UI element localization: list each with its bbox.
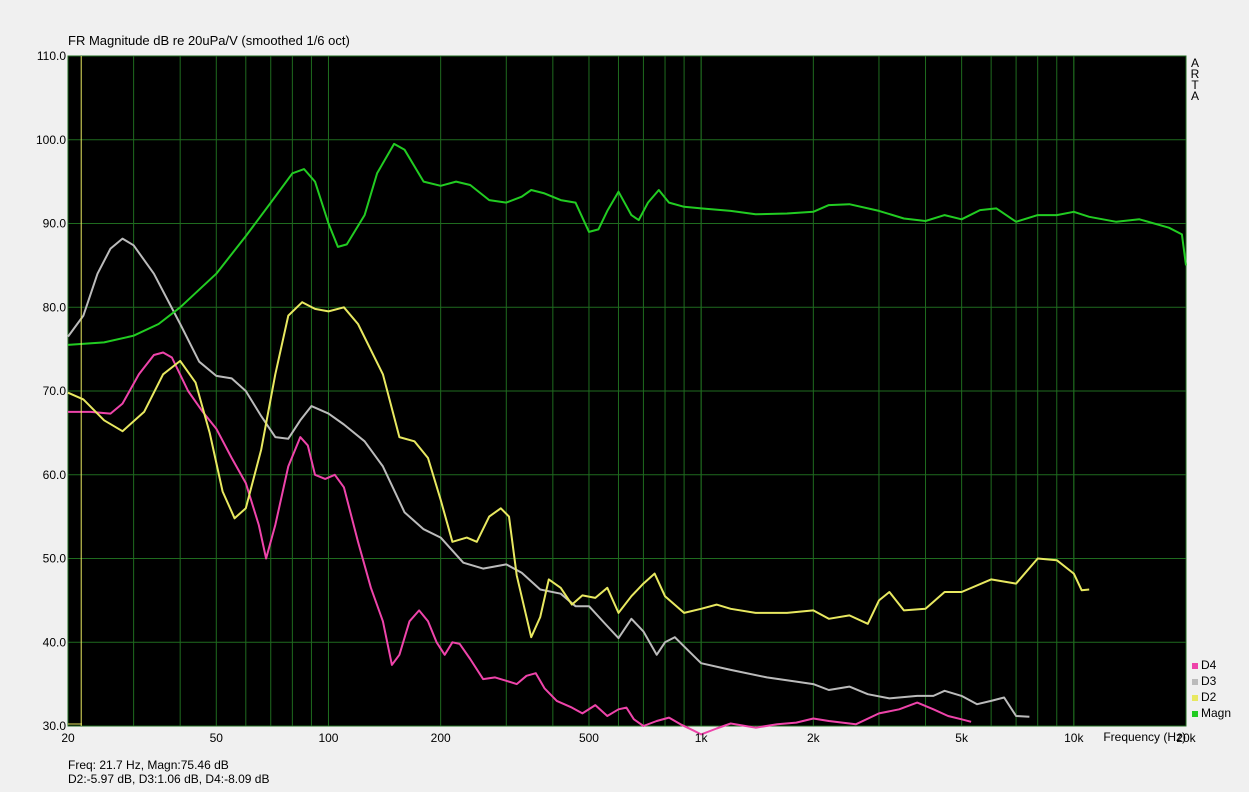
series-line-d4 — [68, 351, 972, 736]
y-tick-label: 90.0 — [43, 217, 67, 231]
y-tick-label: 100.0 — [36, 133, 66, 147]
y-tick-label: 60.0 — [43, 468, 67, 482]
cursor-layer — [68, 56, 82, 726]
chart-title: FR Magnitude dB re 20uPa/V (smoothed 1/6… — [68, 33, 350, 48]
cursor-readout-frequency: Freq: 21.7 Hz, Magn:75.46 dB — [68, 758, 229, 772]
y-tick-label: 30.0 — [43, 719, 67, 733]
plot-border — [67, 55, 1187, 727]
y-tick-label: 70.0 — [43, 384, 67, 398]
y-tick-label: 110.0 — [37, 49, 66, 63]
x-tick-label: 10k — [1064, 731, 1084, 745]
x-tick-label: 20 — [61, 731, 75, 745]
legend-label-d2: D2 — [1201, 690, 1217, 704]
x-axis-tick-labels: 20 50 100 200 500 1k 2k 5k 10k 20k — [61, 731, 1196, 745]
x-tick-label: 2k — [807, 731, 821, 745]
y-axis-tick-labels: 30.0 40.0 50.0 60.0 70.0 80.0 90.0 100.0 110.0 — [36, 49, 66, 733]
x-tick-label: 1k — [695, 731, 709, 745]
series-line-magn — [67, 142, 1187, 346]
cursor-readout-distortion: D2:-5.97 dB, D3:1.06 dB, D4:-8.09 dB — [68, 772, 270, 786]
x-tick-label: 500 — [579, 731, 599, 745]
y-tick-label: 40.0 — [43, 635, 67, 649]
x-tick-label: 200 — [431, 731, 451, 745]
legend-label-magn: Magn — [1201, 706, 1231, 720]
grid — [67, 55, 1187, 727]
series-layer — [67, 142, 1187, 736]
legend-label-d3: D3 — [1201, 674, 1217, 688]
x-axis-label: Frequency (Hz) — [1103, 730, 1186, 744]
y-tick-label: 80.0 — [43, 300, 67, 314]
legend-label-d4: D4 — [1201, 658, 1217, 672]
x-tick-label: 50 — [210, 731, 224, 745]
x-tick-label: 5k — [955, 731, 969, 745]
legend: D4 D3 D2 Magn — [1192, 658, 1231, 720]
side-label-letter: R — [1191, 67, 1200, 81]
side-label-letter: A — [1191, 56, 1199, 70]
legend-swatch-magn — [1192, 711, 1198, 717]
legend-swatch-d3 — [1192, 679, 1198, 685]
side-label-letter: T — [1191, 78, 1199, 92]
y-tick-label: 50.0 — [43, 552, 67, 566]
x-tick-label: 100 — [318, 731, 338, 745]
legend-swatch-d4 — [1192, 663, 1198, 669]
x-tick-label: 20k — [1176, 731, 1196, 745]
side-label-letter: A — [1191, 89, 1199, 103]
series-line-d3 — [67, 237, 1030, 718]
legend-swatch-d2 — [1192, 695, 1198, 701]
series-line-d2 — [67, 301, 1090, 639]
